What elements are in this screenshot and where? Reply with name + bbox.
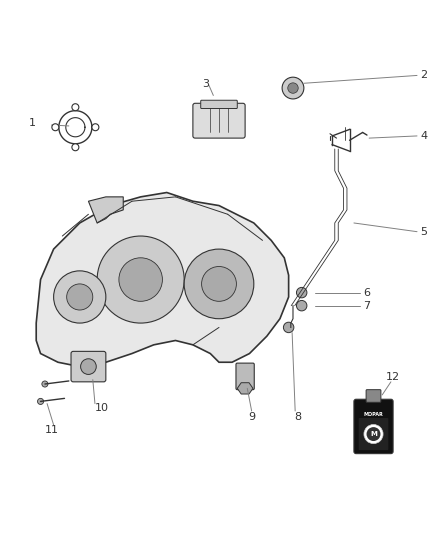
Polygon shape xyxy=(36,192,289,367)
FancyBboxPatch shape xyxy=(236,363,254,390)
Text: 12: 12 xyxy=(386,373,400,383)
Circle shape xyxy=(184,249,254,319)
Text: 11: 11 xyxy=(44,425,58,435)
FancyBboxPatch shape xyxy=(359,418,389,450)
Circle shape xyxy=(297,287,307,298)
Circle shape xyxy=(53,271,106,323)
Circle shape xyxy=(81,359,96,375)
Circle shape xyxy=(52,124,59,131)
Circle shape xyxy=(72,104,79,111)
Circle shape xyxy=(367,427,381,441)
Circle shape xyxy=(283,322,294,333)
Text: 6: 6 xyxy=(364,288,371,297)
Text: 9: 9 xyxy=(248,411,255,422)
Circle shape xyxy=(119,258,162,301)
Text: 8: 8 xyxy=(294,411,301,422)
Text: 10: 10 xyxy=(95,403,109,413)
Text: MOPAR: MOPAR xyxy=(364,412,383,417)
Text: 2: 2 xyxy=(420,70,427,80)
Circle shape xyxy=(282,77,304,99)
Circle shape xyxy=(72,144,79,151)
Circle shape xyxy=(297,301,307,311)
Circle shape xyxy=(97,236,184,323)
Circle shape xyxy=(38,398,44,405)
Circle shape xyxy=(42,381,48,387)
FancyBboxPatch shape xyxy=(71,351,106,382)
Polygon shape xyxy=(237,383,253,394)
Circle shape xyxy=(201,266,237,301)
Polygon shape xyxy=(88,197,123,223)
Circle shape xyxy=(288,83,298,93)
FancyBboxPatch shape xyxy=(201,100,237,109)
Text: 4: 4 xyxy=(420,131,427,141)
Circle shape xyxy=(67,284,93,310)
Text: 3: 3 xyxy=(202,79,209,88)
FancyBboxPatch shape xyxy=(366,390,381,402)
Circle shape xyxy=(92,124,99,131)
Text: 1: 1 xyxy=(28,118,35,128)
Text: 5: 5 xyxy=(420,227,427,237)
Circle shape xyxy=(364,424,383,443)
FancyBboxPatch shape xyxy=(354,399,393,454)
Text: 7: 7 xyxy=(364,301,371,311)
Text: M: M xyxy=(370,431,377,437)
FancyBboxPatch shape xyxy=(193,103,245,138)
